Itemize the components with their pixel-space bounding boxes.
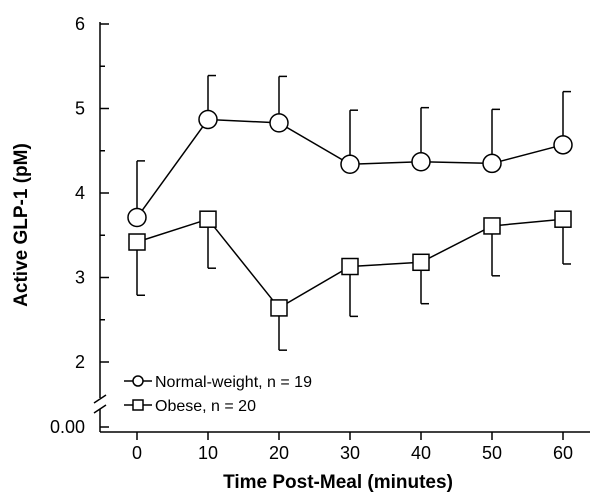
y-tick-label: 4 — [75, 183, 85, 203]
x-axis-title: Time Post-Meal (minutes) — [223, 472, 453, 493]
circle-marker — [553, 135, 573, 155]
legend: Normal-weight, n = 19 Obese, n = 20 — [124, 374, 312, 415]
square-marker — [341, 257, 359, 276]
x-tick-label: 30 — [340, 443, 360, 463]
circle-marker — [127, 207, 147, 228]
y-tick-label: 3 — [75, 268, 85, 288]
square-marker — [270, 299, 288, 317]
axes — [93, 22, 590, 433]
square-marker — [483, 217, 501, 235]
legend-label: Normal-weight, n = 19 — [155, 374, 312, 391]
legend-circle-marker — [132, 375, 144, 387]
x-tick-label: 20 — [269, 443, 289, 463]
circle-marker — [482, 153, 502, 174]
y-tick-label: 2 — [75, 352, 85, 372]
x-tick-label: 60 — [553, 443, 573, 463]
y-axis-break-mark — [93, 394, 107, 404]
circle-marker — [411, 151, 431, 172]
circle-marker — [269, 113, 289, 133]
x-tick-label: 0 — [132, 443, 142, 463]
square-marker — [128, 233, 146, 251]
square-marker — [554, 210, 572, 228]
x-tick-label: 40 — [411, 443, 431, 463]
ticks: 2 3 4 5 6 0.00 0 10 20 30 40 50 60 — [50, 14, 573, 463]
legend-square-marker — [132, 399, 144, 411]
circle-marker — [340, 154, 360, 175]
x-tick-label: 10 — [198, 443, 218, 463]
y-axis-break-mark — [93, 404, 107, 414]
square-marker — [199, 210, 217, 228]
legend-label: Obese, n = 20 — [155, 398, 256, 415]
y-tick-label: 5 — [75, 99, 85, 119]
x-tick-label: 50 — [482, 443, 502, 463]
y-tick-label: 6 — [75, 14, 85, 34]
markers — [127, 109, 573, 317]
square-marker — [412, 253, 430, 272]
y-tick-label: 0.00 — [50, 417, 85, 437]
circle-marker — [198, 109, 218, 130]
y-axis-title: Active GLP-1 (pM) — [11, 143, 32, 307]
